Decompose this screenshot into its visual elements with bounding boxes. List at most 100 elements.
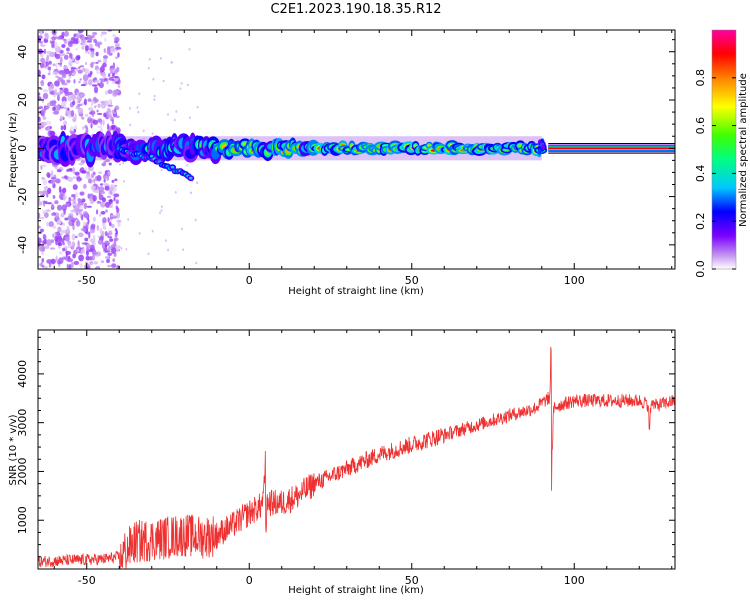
heatmap-speckle xyxy=(101,231,105,237)
heatmap-speckle xyxy=(71,241,76,248)
heatmap-speckle xyxy=(122,179,125,183)
heatmap-speckle xyxy=(174,190,177,194)
heatmap-speckle xyxy=(107,245,111,252)
heatmap-speckle xyxy=(63,107,69,110)
heatmap-speckle xyxy=(78,232,84,238)
heatmap-speckle xyxy=(72,167,76,174)
heatmap-speckle xyxy=(77,209,84,212)
heatmap-speckle xyxy=(113,240,117,247)
heatmap-speckle xyxy=(56,104,60,109)
heatmap-speckle xyxy=(67,95,73,102)
heatmap-speckle xyxy=(63,65,68,70)
heatmap-speckle xyxy=(113,40,119,44)
heatmap-speckle xyxy=(119,163,122,166)
heatmap-speckle xyxy=(90,100,93,107)
heatmap-speckle xyxy=(64,235,70,242)
heatmap-speckle xyxy=(74,96,78,100)
heatmap-speckle xyxy=(51,203,54,209)
heatmap-speckle xyxy=(98,171,103,175)
heatmap-speckle xyxy=(107,73,111,78)
heatmap-speckle xyxy=(62,187,67,194)
heatmap-speckle xyxy=(85,126,89,134)
x-tick-label: 0 xyxy=(246,574,253,587)
heatmap-speckle xyxy=(117,52,120,58)
y-tick-label: 1000 xyxy=(16,506,29,534)
snr-y-ticks: 1000 2000 3000 4000 xyxy=(16,336,675,570)
heatmap-speckle xyxy=(125,248,128,251)
heatmap-speckle xyxy=(57,77,64,82)
heatmap-speckle xyxy=(75,217,78,220)
heatmap-speckle xyxy=(96,112,103,116)
heatmap-speckle xyxy=(88,79,93,86)
heatmap-speckle xyxy=(67,40,74,48)
heatmap-speckle xyxy=(89,244,95,251)
heatmap-speckle xyxy=(103,48,107,53)
heatmap-speckle xyxy=(89,260,94,265)
heatmap-speckle xyxy=(49,130,55,137)
heatmap-speckle xyxy=(80,116,85,120)
heatmap-speckle xyxy=(107,104,114,107)
y-tick-label: 2000 xyxy=(16,457,29,485)
heatmap-speckle xyxy=(68,52,72,59)
y-tick-label: -40 xyxy=(16,236,29,254)
heatmap-speckle xyxy=(160,205,163,208)
heatmap-speckle xyxy=(77,103,83,107)
heatmap-speckle xyxy=(92,31,98,36)
heatmap-speckle xyxy=(103,77,108,82)
heatmap-speckle xyxy=(55,133,58,137)
heatmap-speckle xyxy=(95,61,99,64)
spectrogram-marks xyxy=(38,30,675,269)
heatmap-speckle xyxy=(97,41,103,46)
heatmap-speckle xyxy=(95,104,101,107)
heatmap-speckle xyxy=(70,110,75,117)
heatmap-speckle xyxy=(87,73,92,78)
y-tick-label: 0 xyxy=(16,145,29,152)
heatmap-speckle xyxy=(89,256,93,261)
heatmap-speckle xyxy=(97,82,100,87)
heatmap-speckle xyxy=(98,213,102,217)
heatmap-speckle xyxy=(76,176,82,182)
heatmap-speckle xyxy=(60,213,65,218)
snr-x-ticks: -50 0 50 100 xyxy=(53,330,673,587)
heatmap-speckle xyxy=(153,98,156,101)
colorbar-tick-label: 0.2 xyxy=(694,212,707,230)
heatmap-speckle xyxy=(106,259,110,264)
heatmap-speckle xyxy=(95,209,99,215)
heatmap-speckle xyxy=(67,215,73,221)
heatmap-speckle xyxy=(58,186,62,193)
heatmap-speckle xyxy=(40,79,45,87)
heatmap-speckle xyxy=(38,237,42,244)
heatmap-speckle xyxy=(39,228,44,233)
heatmap-speckle xyxy=(110,214,116,218)
heatmap-speckle xyxy=(67,176,74,183)
heatmap-speckle xyxy=(67,91,73,96)
heatmap-speckle xyxy=(96,224,100,231)
heatmap-speckle xyxy=(75,47,78,51)
heatmap-speckle xyxy=(40,164,47,168)
heatmap-speckle xyxy=(195,261,198,265)
heatmap-speckle xyxy=(59,70,65,73)
heatmap-speckle xyxy=(62,197,66,201)
heatmap-speckle xyxy=(55,53,61,60)
heatmap-speckle xyxy=(78,162,84,166)
heatmap-speckle xyxy=(173,118,176,122)
heatmap-speckle xyxy=(52,71,59,76)
heatmap-speckle xyxy=(84,213,89,219)
colorbar-gradient xyxy=(712,30,736,269)
heatmap-speckle xyxy=(79,211,82,218)
heatmap-speckle xyxy=(100,260,105,264)
heatmap-speckle xyxy=(85,61,88,66)
heatmap-speckle xyxy=(46,239,52,246)
heatmap-speckle xyxy=(47,66,52,71)
heatmap-speckle xyxy=(99,71,102,74)
heatmap-speckle xyxy=(43,185,49,191)
heatmap-speckle xyxy=(88,112,94,115)
heatmap-speckle xyxy=(97,239,103,245)
heatmap-speckle xyxy=(40,262,43,267)
heatmap-speckle xyxy=(103,248,107,251)
heatmap-speckle xyxy=(108,77,114,81)
heatmap-speckle xyxy=(38,201,43,206)
heatmap-speckle xyxy=(76,99,79,105)
heatmap-speckle xyxy=(75,105,80,110)
heatmap-speckle xyxy=(110,184,114,187)
